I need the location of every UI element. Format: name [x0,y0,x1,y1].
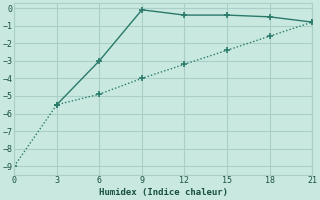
X-axis label: Humidex (Indice chaleur): Humidex (Indice chaleur) [99,188,228,197]
